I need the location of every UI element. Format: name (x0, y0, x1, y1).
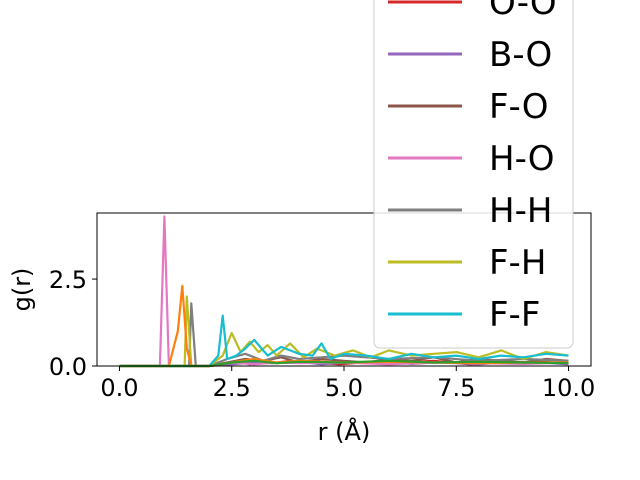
legend-label-h-h: H-H (489, 191, 552, 231)
y-axis-label: g(r) (8, 268, 36, 312)
legend-label-f-o: F-O (489, 87, 549, 127)
y-axis: 0.0 2.5 (49, 266, 97, 381)
y-tick-label: 0.0 (49, 353, 87, 381)
legend-label-b-o: B-O (489, 35, 552, 75)
legend-label-f-f: F-F (489, 295, 540, 335)
legend-label-h-o: H-O (489, 139, 555, 179)
x-tick-label: 10.0 (542, 374, 595, 402)
x-tick-label: 0.0 (100, 374, 138, 402)
series-line-h-h (119, 302, 569, 368)
x-tick-label: 2.5 (213, 374, 251, 402)
legend: O-O B-O F-O H-O H-H F-H F-F (373, 0, 574, 349)
legend-label-o-o: O-O (489, 0, 557, 23)
series-line-f-f (119, 314, 569, 368)
series-line-extra2 (119, 359, 569, 368)
x-axis: 0.0 2.5 5.0 7.5 10.0 (100, 366, 595, 402)
y-tick-label: 2.5 (49, 266, 87, 294)
x-tick-label: 5.0 (325, 374, 363, 402)
legend-label-f-h: F-H (489, 243, 546, 283)
x-tick-label: 7.5 (437, 374, 475, 402)
x-axis-label: r (Å) (318, 417, 371, 446)
